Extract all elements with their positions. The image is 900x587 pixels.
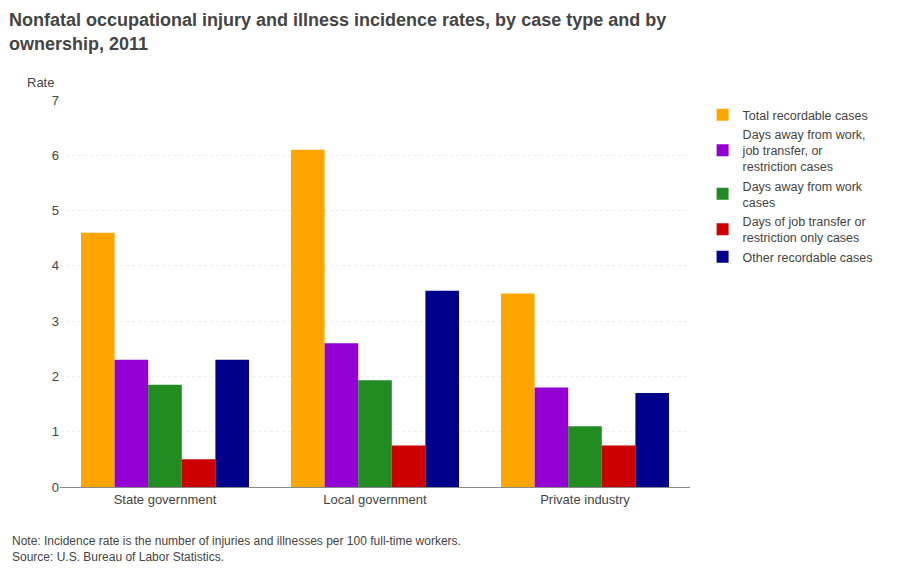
svg-text:4: 4 xyxy=(52,258,59,273)
svg-text:Other recordable cases: Other recordable cases xyxy=(743,251,873,265)
svg-text:Note: Incidence rate is the nu: Note: Incidence rate is the number of in… xyxy=(12,534,461,564)
svg-text:5: 5 xyxy=(52,203,59,218)
svg-text:Days away from workcases: Days away from workcases xyxy=(743,180,863,210)
svg-text:Nonfatal occupational injury a: Nonfatal occupational injury and illness… xyxy=(9,10,666,53)
svg-text:3: 3 xyxy=(52,314,59,329)
svg-text:6: 6 xyxy=(52,148,59,163)
svg-text:Total recordable cases: Total recordable cases xyxy=(743,109,868,123)
svg-text:Private industry: Private industry xyxy=(540,492,630,507)
svg-text:Local government: Local government xyxy=(323,492,427,507)
svg-text:Rate: Rate xyxy=(27,75,54,90)
svg-text:1: 1 xyxy=(52,424,59,439)
svg-text:Days away from work,job transf: Days away from work,job transfer, orrest… xyxy=(742,128,866,175)
svg-text:State government: State government xyxy=(114,492,217,507)
svg-text:Days of job transfer orrestric: Days of job transfer orrestriction only … xyxy=(743,215,866,245)
svg-text:0: 0 xyxy=(52,480,59,495)
svg-text:2: 2 xyxy=(52,369,59,384)
svg-text:7: 7 xyxy=(52,93,59,108)
